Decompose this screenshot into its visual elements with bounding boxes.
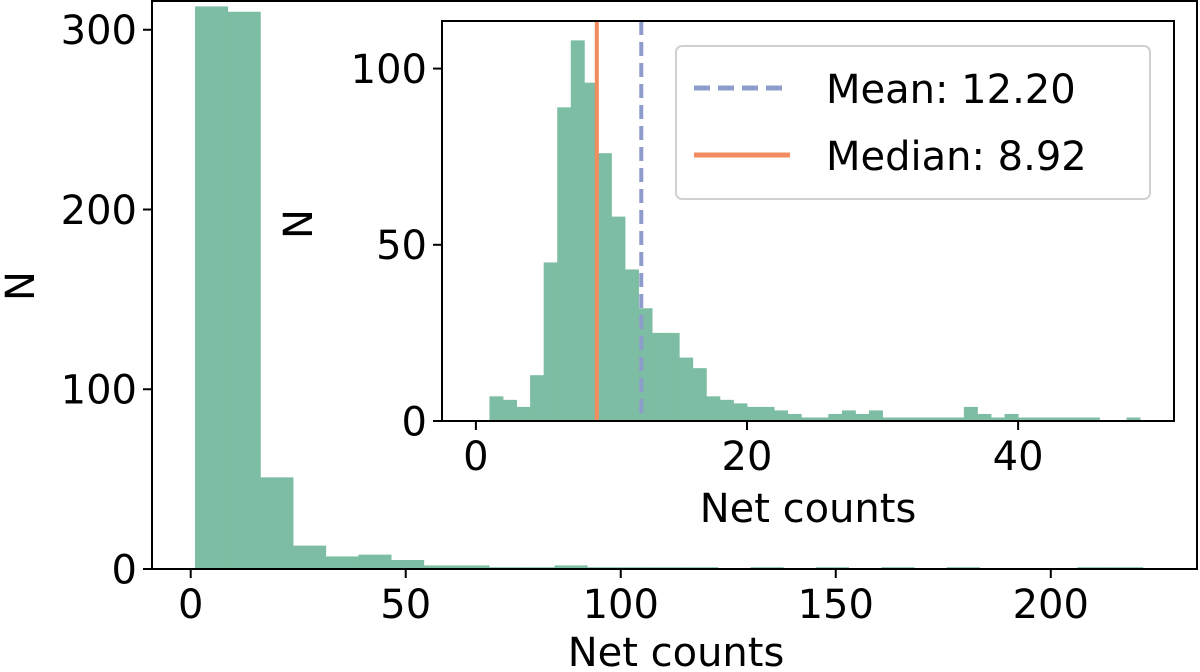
inset-bar (801, 417, 816, 421)
inset-reference-lines (594, 21, 644, 421)
inset-bar (1072, 417, 1087, 421)
inset-bar (679, 357, 694, 421)
inset-bar (991, 417, 1005, 421)
main-y-axis-label: N (0, 271, 44, 301)
main-bar (391, 560, 425, 569)
inset-x-tick-label: 40 (993, 434, 1044, 480)
main-y-tick-label: 100 (61, 368, 137, 414)
inset-bar (543, 262, 558, 421)
inset-bar (1085, 417, 1100, 421)
inset-bar (1031, 417, 1046, 421)
inset-bar (489, 396, 504, 421)
main-y-ticks: 0 100 200 300 (61, 8, 152, 593)
main-y-tick-label: 0 (112, 547, 137, 593)
inset-bar (882, 417, 897, 421)
main-x-tick-label: 200 (1013, 582, 1089, 628)
inset-y-ticks: 0 50 100 (351, 47, 442, 445)
inset-bar (1004, 413, 1019, 421)
main-bar (260, 477, 294, 569)
inset-y-tick-label: 100 (351, 47, 427, 93)
inset-bar (557, 107, 572, 421)
inset-bar (909, 417, 924, 421)
inset-bar (841, 410, 856, 421)
inset-y-tick-label: 50 (376, 223, 427, 269)
inset-y-axis-label: N (276, 209, 322, 239)
inset-panel: 0 20 40 0 50 100 Net counts N Mean: 12.20 Me… (276, 20, 1175, 532)
inset-bar (665, 332, 680, 421)
inset-bar (936, 417, 951, 421)
inset-bar (774, 410, 789, 421)
main-x-tick-label: 150 (798, 582, 874, 628)
inset-x-ticks: 0 20 40 (463, 421, 1044, 480)
inset-bar (787, 413, 802, 421)
inset-bar (828, 413, 843, 421)
inset-x-tick-label: 0 (463, 434, 488, 480)
inset-bar (1018, 417, 1033, 421)
inset-bar (923, 417, 938, 421)
inset-bars (489, 40, 1141, 422)
inset-bar (625, 269, 639, 421)
main-x-tick-label: 50 (380, 582, 431, 628)
legend-median-label: Median: 8.92 (826, 134, 1087, 180)
inset-axes-frame (441, 20, 1175, 422)
main-bar (554, 565, 588, 569)
inset-bar (1058, 417, 1073, 421)
inset-bar (570, 40, 585, 421)
main-axes-frame (151, 0, 1198, 570)
inset-bar (760, 406, 775, 421)
inset-bar (977, 413, 992, 421)
inset-x-tick-label: 20 (722, 434, 773, 480)
inset-bar (814, 417, 829, 421)
inset-bar (896, 417, 911, 421)
inset-bar (516, 406, 531, 421)
inset-bar (733, 403, 748, 421)
inset-y-tick-label: 0 (402, 399, 427, 445)
main-bar (195, 6, 229, 569)
inset-bar (611, 216, 626, 421)
inset-x-axis-label: Net counts (700, 486, 917, 532)
inset-bar (530, 375, 545, 421)
main-x-tick-label: 0 (178, 582, 203, 628)
inset-bar (1126, 417, 1141, 421)
main-bars (195, 6, 1144, 569)
main-bar (325, 556, 359, 569)
main-bar (423, 565, 457, 569)
legend-mean-label: Mean: 12.20 (826, 67, 1076, 113)
inset-bar (869, 410, 883, 421)
main-x-axis-label: Net counts (568, 630, 785, 672)
legend: Mean: 12.20 Median: 8.92 (675, 45, 1151, 200)
inset-bar (719, 399, 734, 421)
main-y-tick-label: 200 (61, 188, 137, 234)
main-bar (358, 554, 392, 569)
inset-bar (855, 413, 870, 421)
inset-bar (963, 406, 978, 421)
main-bar (293, 545, 327, 569)
inset-bar (747, 406, 761, 421)
inset-bar (706, 396, 721, 421)
main-x-tick-label: 100 (583, 582, 659, 628)
inset-bar (597, 153, 612, 421)
inset-bar (503, 399, 517, 421)
inset-bar (950, 417, 965, 421)
main-bar (456, 565, 490, 569)
inset-bar (692, 368, 707, 421)
inset-bar (584, 82, 599, 422)
legend-box (675, 45, 1151, 200)
inset-bar (652, 332, 667, 421)
main-x-ticks: 0 50 100 150 200 (178, 569, 1089, 628)
main-y-tick-label: 300 (61, 8, 137, 54)
main-bar (227, 11, 261, 569)
inset-bar (1045, 417, 1060, 421)
